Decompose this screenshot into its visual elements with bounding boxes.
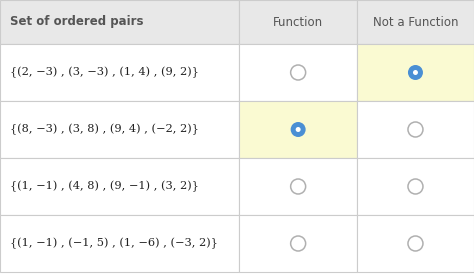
Circle shape (408, 65, 423, 80)
Text: {(2, −3) , (3, −3) , (1, 4) , (9, 2)}: {(2, −3) , (3, −3) , (1, 4) , (9, 2)} (10, 67, 199, 78)
Text: {(8, −3) , (3, 8) , (9, 4) , (−2, 2)}: {(8, −3) , (3, 8) , (9, 4) , (−2, 2)} (10, 124, 199, 135)
Bar (0, 44, 239, 101)
Circle shape (291, 236, 306, 251)
Bar (357, 158, 474, 215)
Bar (357, 44, 474, 101)
Text: Set of ordered pairs: Set of ordered pairs (10, 16, 144, 28)
Circle shape (291, 122, 306, 137)
Circle shape (408, 236, 423, 251)
Bar (239, 44, 357, 101)
Circle shape (291, 65, 306, 80)
Bar (0, 101, 239, 158)
Bar (357, 101, 474, 158)
Circle shape (296, 127, 301, 132)
Bar (0, 215, 239, 272)
Circle shape (413, 70, 418, 75)
Bar (0, 158, 239, 215)
Text: {(1, −1) , (4, 8) , (9, −1) , (3, 2)}: {(1, −1) , (4, 8) , (9, −1) , (3, 2)} (10, 181, 199, 192)
Circle shape (408, 122, 423, 137)
Bar (239, 101, 357, 158)
Bar (0, 0, 239, 44)
Text: Not a Function: Not a Function (373, 16, 458, 28)
Circle shape (408, 179, 423, 194)
Bar (357, 215, 474, 272)
Bar (357, 0, 474, 44)
Bar (239, 0, 357, 44)
Bar (239, 215, 357, 272)
Text: Function: Function (273, 16, 323, 28)
Text: {(1, −1) , (−1, 5) , (1, −6) , (−3, 2)}: {(1, −1) , (−1, 5) , (1, −6) , (−3, 2)} (10, 238, 218, 249)
Circle shape (291, 179, 306, 194)
Bar (239, 158, 357, 215)
